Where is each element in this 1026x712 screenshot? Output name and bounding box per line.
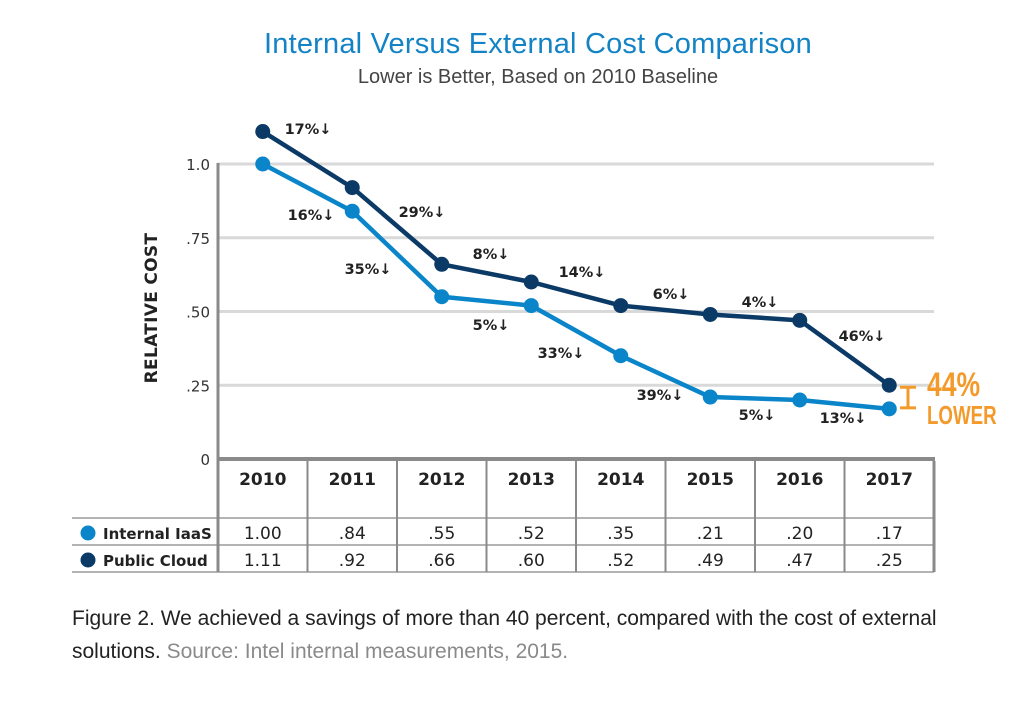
- legend-swatch: [80, 525, 96, 541]
- change-label: 46%↓: [839, 329, 886, 345]
- data-point: [792, 392, 808, 408]
- change-label: 17%↓: [285, 122, 332, 138]
- change-label: 14%↓: [559, 265, 606, 281]
- change-label: 39%↓: [637, 388, 684, 404]
- change-label: 8%↓: [473, 247, 510, 263]
- table-cell: 1.11: [244, 551, 282, 571]
- y-tick-label: .50: [186, 304, 210, 322]
- table-cell: .49: [697, 551, 724, 571]
- table-cell: 1.00: [244, 524, 282, 544]
- table-cell: .17: [876, 524, 903, 544]
- change-label: 5%↓: [473, 318, 510, 334]
- legend-swatch: [80, 552, 96, 568]
- y-tick-label: .25: [186, 377, 210, 395]
- table-cell: .25: [876, 551, 903, 571]
- table-cell: .66: [428, 551, 455, 571]
- chart-subtitle: Lower is Better, Based on 2010 Baseline: [357, 66, 719, 88]
- x-tick-label: 2012: [418, 470, 465, 490]
- figure-caption: Figure 2. We achieved a savings of more …: [72, 602, 1012, 668]
- data-point: [255, 124, 271, 140]
- data-point: [434, 289, 450, 305]
- legend-label: Public Cloud: [103, 552, 208, 570]
- change-label: 29%↓: [399, 205, 446, 221]
- x-tick-label: 2010: [239, 470, 286, 490]
- table-cell: .21: [697, 524, 724, 544]
- table-cell: .55: [428, 524, 455, 544]
- savings-callout: 44%LOWER: [900, 366, 997, 430]
- series-line: [261, 162, 890, 412]
- table-cell: .52: [607, 551, 634, 571]
- change-label: 16%↓: [288, 208, 335, 224]
- x-tick-label: 2017: [866, 470, 913, 490]
- series-line: [261, 129, 891, 388]
- x-tick-label: 2015: [687, 470, 734, 490]
- table-cell: .35: [607, 524, 634, 544]
- y-tick-label: 1.0: [186, 156, 210, 174]
- chart-title: Internal Versus External Cost Comparison: [264, 28, 812, 60]
- change-label: 6%↓: [653, 287, 690, 303]
- x-tick-label: 2014: [597, 470, 644, 490]
- data-point: [702, 306, 718, 322]
- y-tick-label: 0: [200, 451, 210, 469]
- data-point: [881, 377, 897, 393]
- change-label: 35%↓: [345, 262, 392, 278]
- change-label: 33%↓: [538, 346, 585, 362]
- legend-label: Internal IaaS: [103, 525, 212, 543]
- data-point: [344, 180, 360, 196]
- table-cell: .60: [518, 551, 545, 571]
- data-point: [523, 274, 539, 290]
- gridlines: [218, 162, 934, 387]
- caption-text: Figure 2. We achieved a savings of more …: [72, 607, 937, 663]
- data-point: [255, 156, 271, 172]
- data-table: 2010 2011 2012 2013 2014 2015 2016 2017 Internal…: [72, 461, 936, 573]
- data-point: [613, 298, 629, 314]
- data-point: [792, 312, 808, 328]
- y-tick-label: .75: [186, 230, 210, 248]
- table-cell: .20: [786, 524, 813, 544]
- data-point: [344, 203, 360, 219]
- series-lines: [261, 129, 891, 412]
- x-tick-label: 2013: [508, 470, 555, 490]
- y-tick-labels: 0 .25 .50 .75 1.0: [186, 156, 210, 469]
- change-annotations: 16%↓ 35%↓ 5%↓ 33%↓ 39%↓ 5%↓ 13%↓ 17%↓ 29%↓ 8%↓ 14%…: [285, 122, 886, 427]
- x-tick-label: 2016: [776, 470, 823, 490]
- table-cell: .52: [518, 524, 545, 544]
- change-label: 13%↓: [820, 411, 867, 427]
- x-tick-label: 2011: [329, 470, 376, 490]
- table-cell: .84: [339, 524, 366, 544]
- callout-label: LOWER: [927, 400, 997, 430]
- table-cell: .92: [339, 551, 366, 571]
- table-cell: .47: [786, 551, 813, 571]
- data-point: [702, 389, 718, 405]
- data-point: [434, 256, 450, 272]
- caption-source: Source: Intel internal measurements, 201…: [166, 640, 569, 663]
- data-point: [881, 401, 897, 417]
- series-points: [255, 124, 897, 417]
- callout-value: 44%: [927, 366, 980, 404]
- change-label: 5%↓: [739, 408, 776, 424]
- data-point: [523, 298, 539, 314]
- change-label: 4%↓: [742, 295, 779, 311]
- data-point: [613, 348, 629, 364]
